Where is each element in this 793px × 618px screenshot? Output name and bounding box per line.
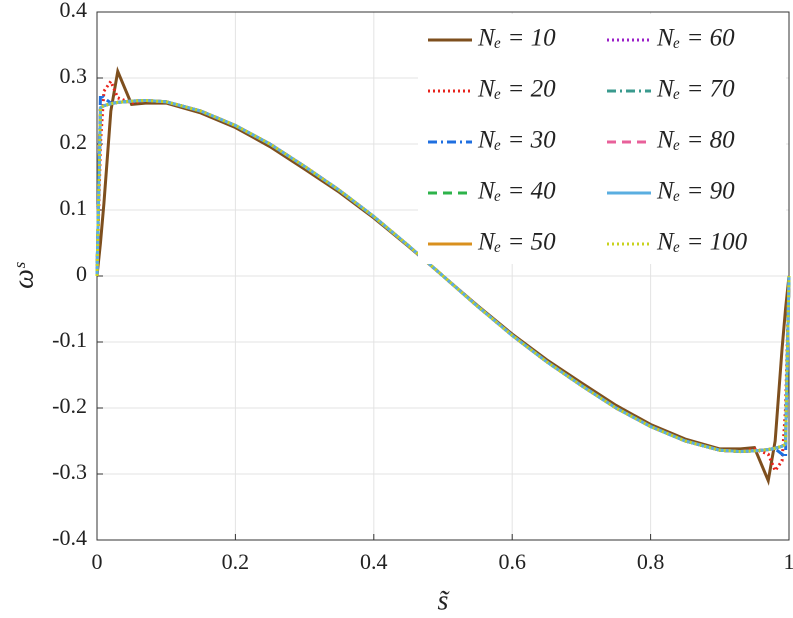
legend-label: Nₑ = 90 (656, 178, 735, 205)
y-tick-label: 0.2 (60, 129, 88, 154)
legend-label: Nₑ = 80 (656, 127, 735, 154)
y-tick-label: -0.1 (52, 327, 87, 352)
legend-label: Nₑ = 100 (656, 229, 748, 256)
legend-label: Nₑ = 30 (477, 127, 556, 154)
y-tick-label: 0 (76, 261, 87, 286)
y-tick-label: -0.3 (52, 459, 87, 484)
legend-box (418, 14, 786, 264)
legend-label: Nₑ = 20 (477, 76, 556, 103)
x-tick-label: 0.8 (637, 549, 665, 574)
x-tick-label: 0.4 (360, 549, 388, 574)
y-tick-label: -0.4 (52, 525, 87, 550)
legend-label: Nₑ = 60 (656, 25, 735, 52)
y-tick-label: 0.3 (60, 63, 88, 88)
y-tick-label: 0.1 (60, 195, 88, 220)
legend-label: Nₑ = 70 (656, 76, 735, 103)
legend-label: Nₑ = 50 (477, 229, 556, 256)
x-tick-label: 0 (92, 549, 103, 574)
x-tick-label: 0.6 (498, 549, 526, 574)
x-axis-label: s̃ (438, 585, 451, 616)
y-axis-label: ωˢ (8, 262, 39, 289)
legend-label: Nₑ = 10 (477, 25, 556, 52)
x-tick-label: 1 (784, 549, 793, 574)
data-line (95, 98, 791, 454)
y-tick-label: -0.2 (52, 393, 87, 418)
x-tick-label: 0.2 (222, 549, 250, 574)
y-tick-label: 0.4 (60, 0, 88, 22)
legend-label: Nₑ = 40 (477, 178, 556, 205)
